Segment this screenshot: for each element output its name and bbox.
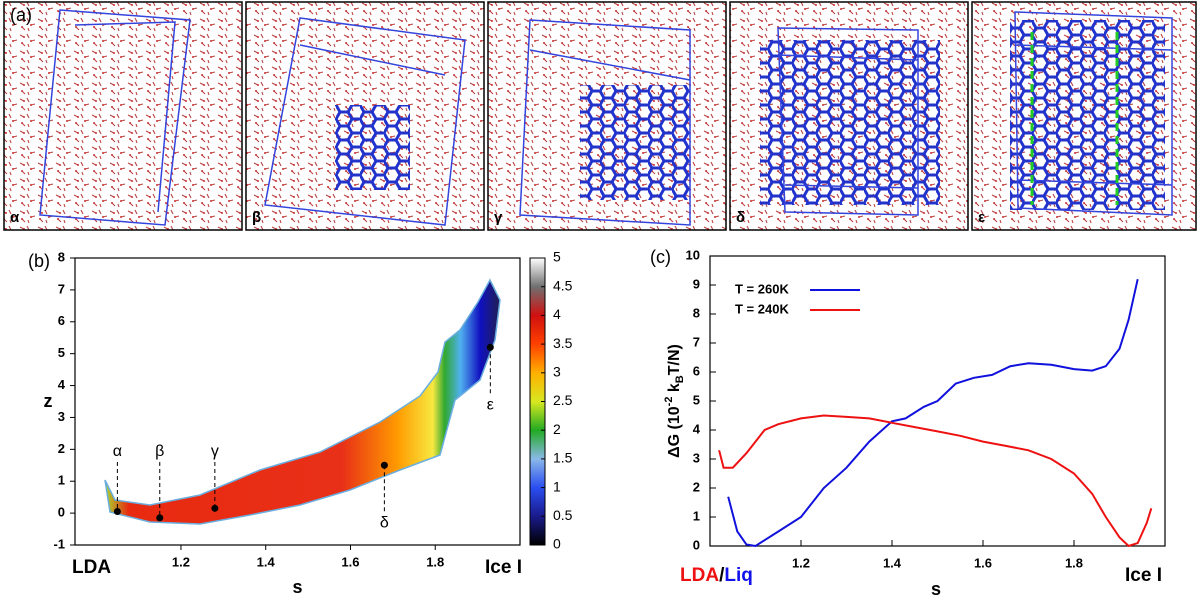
- y-tick-label: 1: [58, 473, 65, 488]
- ice-slab: [1010, 20, 1165, 210]
- colorbar-tick-label: 0: [553, 536, 561, 552]
- panel-label: (c): [650, 247, 671, 267]
- x-tick-label: 1.2: [172, 554, 190, 569]
- colorbar-tick-label: 4.5: [553, 277, 573, 293]
- state-label: γ: [211, 443, 219, 460]
- state-point: [156, 514, 164, 522]
- sim-box: [264, 17, 466, 226]
- colorbar-tick-label: 2: [553, 421, 561, 437]
- snapshots: [3, 1, 1197, 231]
- y-tick-label: 10: [686, 247, 700, 262]
- y-tick-label: 8: [58, 249, 65, 264]
- end-label-part: Liq: [724, 565, 753, 586]
- sim-box: [39, 9, 191, 226]
- sim-box: [1014, 11, 1173, 216]
- y-axis-label: ΔG (10-2 kBT/N): [663, 344, 686, 458]
- state-label: δ: [380, 514, 389, 531]
- state-point: [380, 461, 388, 469]
- y-axis-label-part: -2: [663, 397, 675, 407]
- y-tick-label: 3: [58, 409, 65, 424]
- legend-label: T = 240K: [735, 301, 789, 316]
- state-label: ε: [487, 397, 494, 414]
- snapshot-label: γ: [494, 209, 503, 226]
- state-point: [113, 508, 121, 516]
- free-energy-surface: [104, 278, 501, 525]
- colorbar-tick-label: 1: [553, 478, 561, 494]
- colorbar-tick-label: 0.5: [553, 507, 573, 523]
- ice-cluster: [580, 85, 690, 200]
- snapshot-label: α: [10, 209, 20, 226]
- end-label: Ice I: [1125, 565, 1162, 586]
- y-tick-label: 1: [693, 508, 700, 523]
- y-tick-label: 6: [58, 313, 65, 328]
- colorbar-tick-label: 4: [553, 306, 561, 322]
- state-label: α: [113, 443, 122, 460]
- colorbar-tick-label: 5: [553, 249, 561, 265]
- y-tick-label: 4: [693, 421, 701, 436]
- snapshot-label: ε: [978, 209, 985, 226]
- legend-label: T = 260K: [735, 281, 789, 296]
- x-tick-label: 1.6: [974, 555, 992, 570]
- end-label: LDA/Liq: [680, 565, 753, 586]
- state-point: [486, 343, 494, 351]
- x-tick-label: 1.8: [426, 554, 444, 569]
- panel-label: (b): [28, 251, 50, 271]
- plot-frame: [74, 257, 521, 546]
- y-tick-label: 4: [58, 377, 66, 392]
- y-tick-label: 2: [693, 479, 700, 494]
- x-tick-label: 1.2: [792, 555, 810, 570]
- y-tick-label: 9: [693, 276, 700, 291]
- x-tick-label: 1.4: [257, 554, 276, 569]
- y-axis-label: z: [44, 391, 53, 411]
- colorbar-tick-label: 3: [553, 364, 561, 380]
- line-series: [718, 414, 1153, 548]
- y-axis-label-part: T/N): [666, 344, 683, 375]
- y-tick-label: 5: [58, 345, 65, 360]
- panel-label: (a): [10, 5, 32, 25]
- colorbar-tick-label: 2.5: [553, 392, 573, 408]
- ice-cluster: [335, 105, 410, 190]
- y-tick-label: 8: [693, 305, 700, 320]
- end-label: LDA: [72, 557, 111, 578]
- end-label-part: LDA: [680, 565, 719, 586]
- y-axis-label-part: k: [666, 383, 683, 396]
- y-tick-label: 7: [693, 334, 700, 349]
- x-tick-label: 1.8: [1065, 555, 1083, 570]
- state-label: β: [155, 443, 164, 460]
- snapshot-label: δ: [736, 209, 745, 226]
- end-label: Ice I: [485, 557, 522, 578]
- y-axis-label-part: ΔG (10: [666, 406, 683, 458]
- y-tick-label: 3: [693, 450, 700, 465]
- y-axis-label-part: B: [674, 375, 686, 383]
- y-tick-label: 6: [693, 363, 700, 378]
- sim-box: [777, 27, 919, 216]
- ice-cluster: [760, 40, 940, 205]
- y-tick-label: 0: [693, 537, 700, 552]
- colorbar-tick-label: 3.5: [553, 335, 573, 351]
- x-tick-label: 1.4: [883, 555, 902, 570]
- x-axis-label: s: [931, 579, 941, 599]
- sim-box: [519, 19, 691, 226]
- y-tick-label: 0: [58, 505, 65, 520]
- y-tick-label: 7: [58, 281, 65, 296]
- line-series: [727, 278, 1139, 548]
- snapshot-label: β: [252, 209, 261, 226]
- y-tick-label: 5: [693, 392, 700, 407]
- y-tick-label: 2: [58, 441, 65, 456]
- y-tick-label: -1: [53, 536, 65, 551]
- end-label-part: /: [719, 565, 725, 586]
- snapshot-frame: [3, 1, 243, 231]
- state-point: [211, 504, 219, 512]
- colorbar-tick-label: 1.5: [553, 450, 573, 466]
- x-axis-label: s: [292, 577, 302, 597]
- x-tick-label: 1.6: [341, 554, 359, 569]
